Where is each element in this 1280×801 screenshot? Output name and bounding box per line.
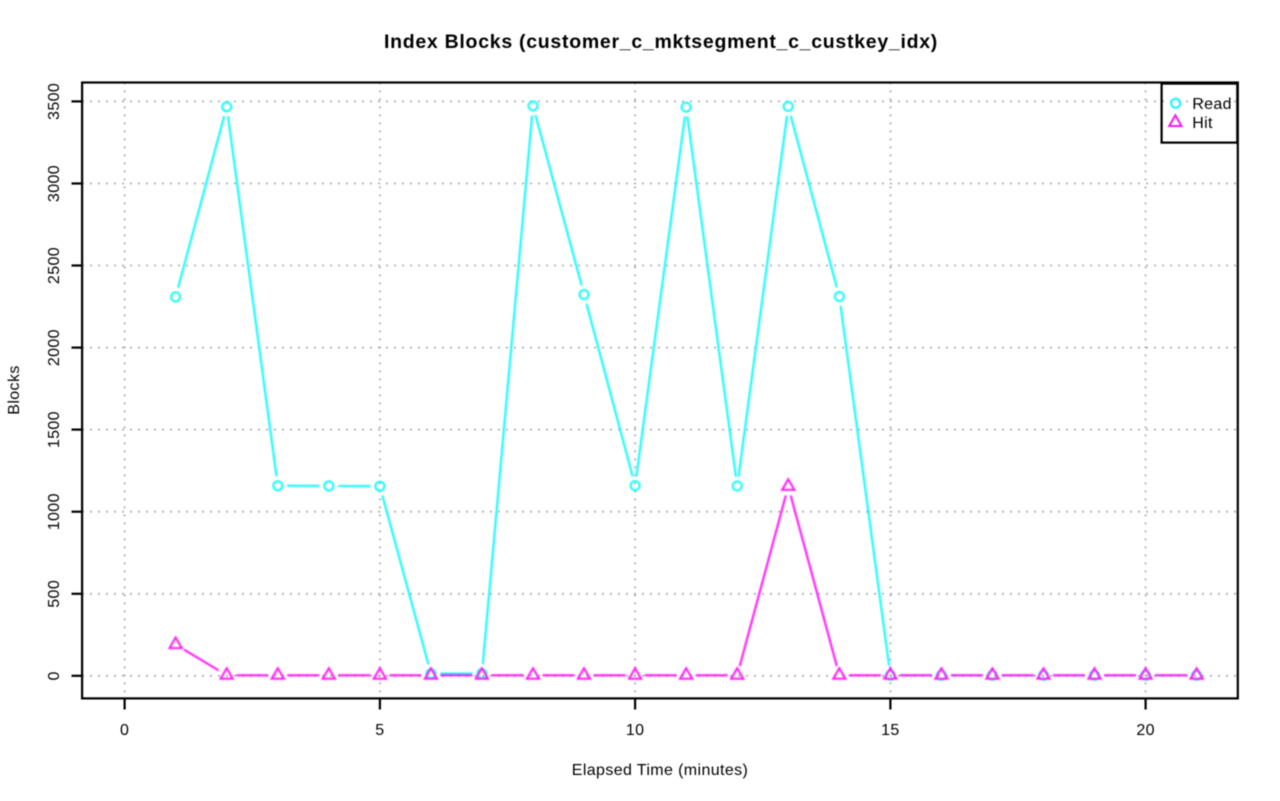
svg-text:10: 10 — [626, 722, 645, 739]
svg-text:2000: 2000 — [46, 329, 63, 366]
svg-text:500: 500 — [46, 580, 63, 608]
svg-text:Hit: Hit — [1192, 115, 1213, 132]
svg-text:15: 15 — [881, 722, 900, 739]
svg-text:1500: 1500 — [46, 411, 63, 448]
svg-text:Blocks: Blocks — [6, 365, 23, 414]
svg-text:0: 0 — [120, 722, 129, 739]
svg-text:3000: 3000 — [46, 165, 63, 202]
svg-text:0: 0 — [46, 671, 63, 680]
svg-text:Index Blocks (customer_c_mktse: Index Blocks (customer_c_mktsegment_c_cu… — [384, 31, 938, 53]
svg-text:Read: Read — [1192, 96, 1232, 113]
svg-text:3500: 3500 — [46, 83, 63, 120]
svg-text:1000: 1000 — [46, 493, 63, 530]
svg-text:2500: 2500 — [46, 247, 63, 284]
svg-text:20: 20 — [1136, 722, 1155, 739]
svg-text:Elapsed Time (minutes): Elapsed Time (minutes) — [572, 762, 748, 779]
svg-text:5: 5 — [375, 722, 384, 739]
